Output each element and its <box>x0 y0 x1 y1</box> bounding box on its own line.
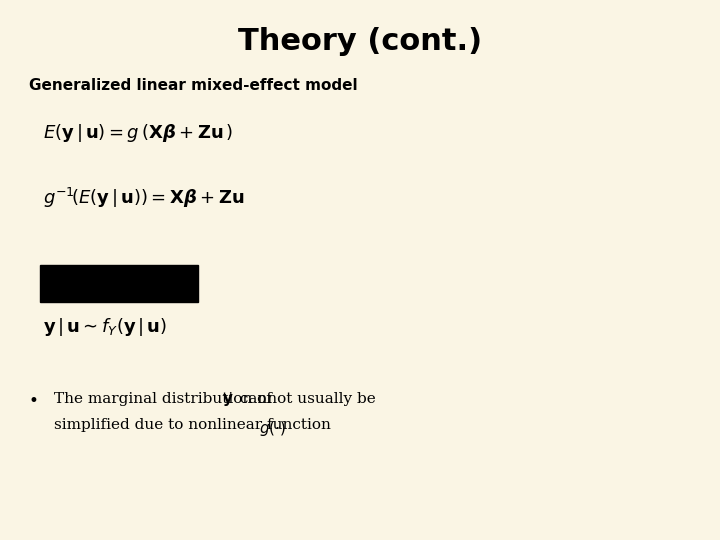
Text: The marginal distribution of: The marginal distribution of <box>54 392 276 406</box>
Text: simplified due to nonlinear function: simplified due to nonlinear function <box>54 418 336 433</box>
Text: $g(\cdot)$: $g(\cdot)$ <box>259 418 287 437</box>
Text: Theory (cont.): Theory (cont.) <box>238 27 482 56</box>
Text: $E(\mathbf{y}\,|\,\mathbf{u})= g\,(\mathbf{X}\boldsymbol{\beta} + \mathbf{Z}\mat: $E(\mathbf{y}\,|\,\mathbf{u})= g\,(\math… <box>43 122 234 144</box>
Text: $g^{-1}\!(E(\mathbf{y}\,|\,\mathbf{u}))= \mathbf{X}\boldsymbol{\beta} + \mathbf{: $g^{-1}\!(E(\mathbf{y}\,|\,\mathbf{u}))=… <box>43 186 245 211</box>
Text: Generalized linear mixed-effect model: Generalized linear mixed-effect model <box>29 78 357 93</box>
Text: $\mathbf{y}$: $\mathbf{y}$ <box>222 392 233 408</box>
Text: $\mathbf{y}\,|\,\mathbf{u} \sim f_Y(\mathbf{y}\,|\,\mathbf{u})$: $\mathbf{y}\,|\,\mathbf{u} \sim f_Y(\mat… <box>43 316 167 338</box>
Text: cannot usually be: cannot usually be <box>235 392 376 406</box>
Bar <box>40 265 198 302</box>
Text: •: • <box>29 392 39 409</box>
